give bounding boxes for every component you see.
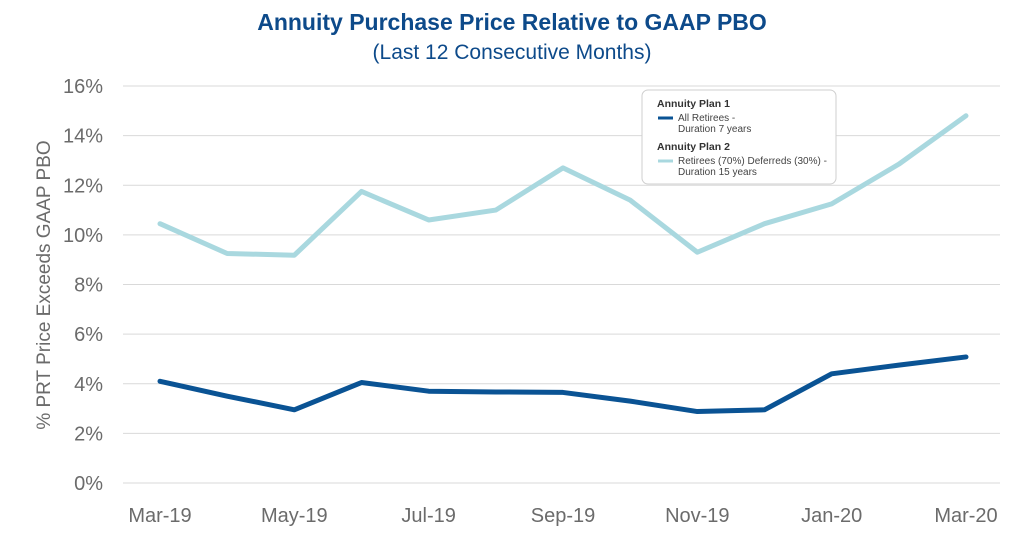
x-tick-label: Mar-20 (934, 505, 997, 527)
y-tick-label: 10% (63, 225, 103, 247)
y-axis-ticks: 0% 2% 4% 6% 8% 10% 12% 14% 16% (63, 76, 103, 495)
x-tick-label: Mar-19 (128, 505, 191, 527)
y-tick-label: 16% (63, 76, 103, 98)
chart-title: Annuity Purchase Price Relative to GAAP … (257, 9, 767, 35)
y-tick-label: 4% (74, 374, 103, 396)
legend-plan2-title: Annuity Plan 2 (657, 141, 730, 153)
y-tick-label: 14% (63, 126, 103, 148)
legend-plan2-line1: Retirees (70%) Deferreds (30%) - (678, 156, 827, 167)
x-tick-label: Sep-19 (531, 505, 596, 527)
x-tick-label: May-19 (261, 505, 328, 527)
chart-subtitle: (Last 12 Consecutive Months) (372, 41, 652, 64)
legend-plan1-title: Annuity Plan 1 (657, 98, 730, 110)
x-tick-label: Jul-19 (401, 505, 455, 527)
legend-plan1-line1: All Retirees - (678, 113, 735, 124)
legend-plan1-line2: Duration 7 years (678, 124, 751, 135)
gridlines (123, 85, 1000, 484)
y-tick-label: 8% (74, 275, 103, 297)
x-axis-ticks: Mar-19 May-19 Jul-19 Sep-19 Nov-19 Jan-20 Mar-… (128, 505, 997, 527)
y-tick-label: 2% (74, 423, 103, 445)
legend-box (641, 89, 837, 185)
x-tick-label: Jan-20 (801, 505, 862, 527)
y-tick-label: 0% (74, 473, 103, 495)
legend: Annuity Plan 1 All Retirees - Duration 7… (641, 89, 837, 185)
y-axis-label: % PRT Price Exceeds GAAP PBO (34, 140, 55, 429)
y-tick-label: 12% (63, 175, 103, 197)
y-tick-label: 6% (74, 324, 103, 346)
legend-plan2-line2: Duration 15 years (678, 167, 757, 178)
x-tick-label: Nov-19 (665, 505, 729, 527)
series-lines (157, 113, 969, 415)
